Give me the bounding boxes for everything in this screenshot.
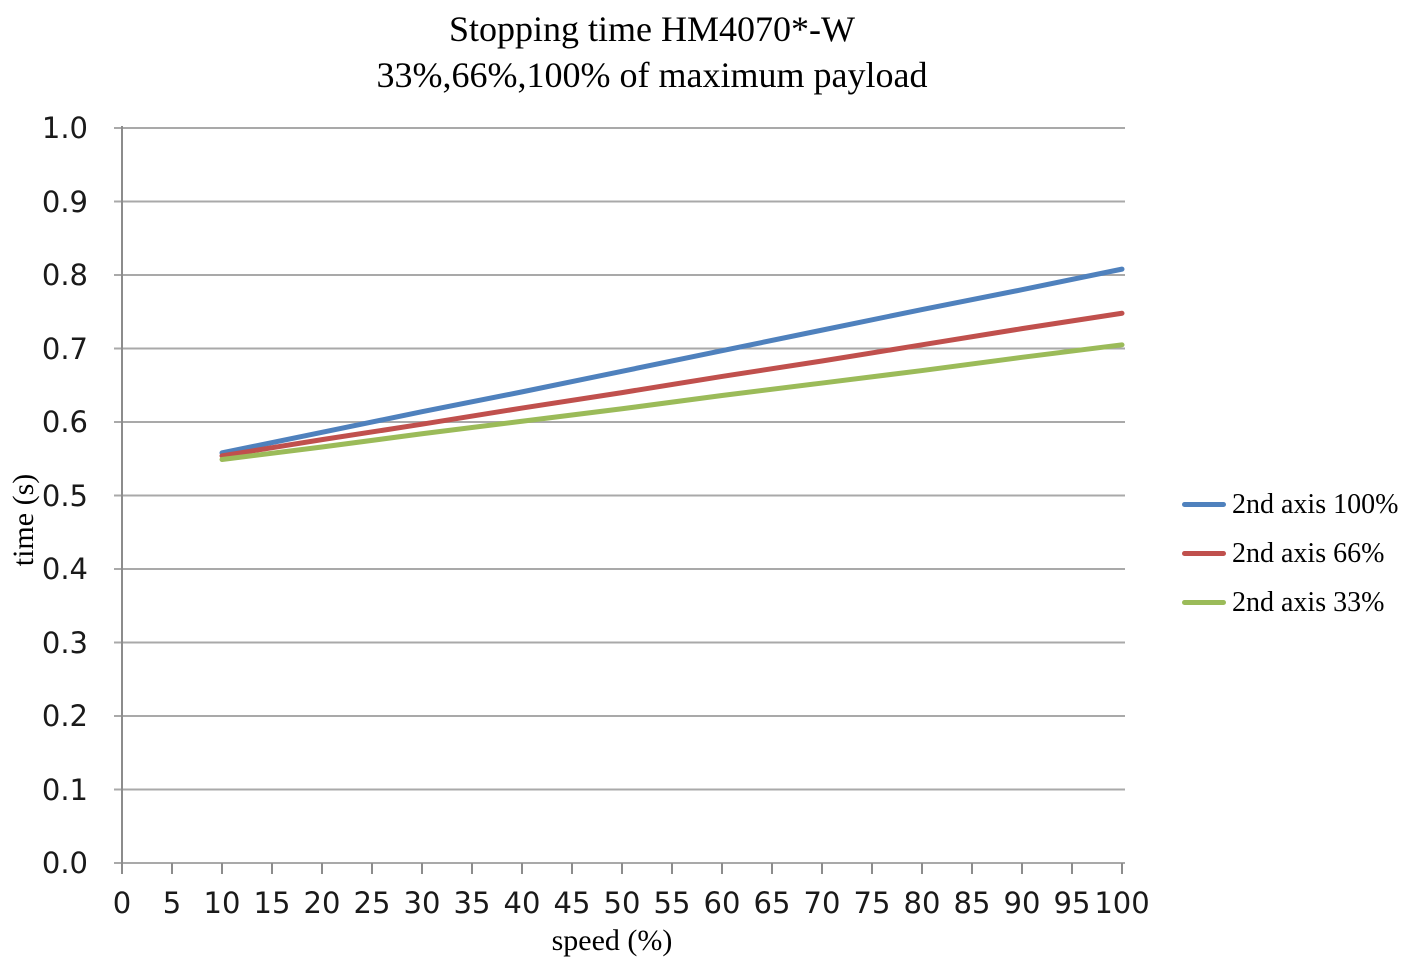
legend-item: 2nd axis 100% bbox=[1182, 480, 1398, 529]
x-axis-title: speed (%) bbox=[551, 924, 673, 957]
y-axis-title: time (s) bbox=[7, 473, 40, 567]
x-tick-label: 15 bbox=[253, 886, 291, 920]
legend-line-swatch-green bbox=[1182, 600, 1226, 605]
legend-line-swatch-red bbox=[1182, 551, 1226, 556]
x-tick-label: 80 bbox=[903, 886, 941, 920]
legend-label: 2nd axis 100% bbox=[1232, 488, 1399, 520]
y-tick-label: 0.9 bbox=[41, 184, 88, 219]
x-tick-label: 5 bbox=[162, 886, 182, 920]
y-tick-label: 1.0 bbox=[41, 111, 88, 145]
y-tick-label: 0.4 bbox=[41, 552, 88, 586]
x-tick-label: 75 bbox=[853, 886, 891, 920]
y-tick-label: 0.0 bbox=[41, 846, 88, 880]
x-tick-label: 60 bbox=[703, 886, 741, 920]
x-tick-label: 65 bbox=[753, 886, 791, 920]
x-tick-label: 0 bbox=[112, 886, 132, 920]
chart-subtitle: 33%,66%,100% of maximum payload bbox=[376, 55, 928, 95]
series-line-0 bbox=[219, 266, 1125, 456]
x-tick-label: 95 bbox=[1053, 886, 1091, 920]
y-tick-label: 0.6 bbox=[41, 405, 88, 439]
x-tick-label: 55 bbox=[653, 886, 691, 920]
x-tick-label: 20 bbox=[303, 886, 341, 920]
x-tick-label: 35 bbox=[453, 886, 491, 920]
x-tick-label: 90 bbox=[1003, 886, 1041, 920]
x-tick-label: 85 bbox=[953, 886, 991, 920]
legend-label: 2nd axis 33% bbox=[1232, 586, 1385, 618]
x-tick-label: 45 bbox=[553, 886, 591, 920]
legend-item: 2nd axis 66% bbox=[1182, 529, 1398, 578]
x-tick-label: 100 bbox=[1094, 886, 1150, 920]
legend-line-swatch-blue bbox=[1182, 502, 1226, 507]
legend-item: 2nd axis 33% bbox=[1182, 578, 1398, 627]
series-line-2 bbox=[219, 342, 1125, 462]
chart-title-block: Stopping time HM4070*-W 33%,66%,100% of … bbox=[377, 6, 928, 98]
y-tick-label: 0.5 bbox=[41, 478, 88, 513]
x-tick-label: 25 bbox=[353, 886, 391, 920]
chart-title: Stopping time HM4070*-W bbox=[449, 9, 855, 49]
y-tick-label: 0.7 bbox=[41, 331, 88, 366]
series-line-1 bbox=[219, 310, 1125, 459]
y-tick-label: 0.1 bbox=[41, 772, 88, 807]
x-tick-label: 30 bbox=[403, 886, 441, 920]
y-tick-label: 0.2 bbox=[41, 699, 88, 733]
y-tick-label: 0.3 bbox=[41, 625, 88, 660]
x-tick-label: 40 bbox=[503, 886, 541, 920]
legend: 2nd axis 100% 2nd axis 66% 2nd axis 33% bbox=[1182, 480, 1398, 627]
x-tick-label: 50 bbox=[603, 886, 641, 920]
x-tick-label: 10 bbox=[203, 886, 241, 920]
y-tick-label: 0.8 bbox=[41, 258, 88, 292]
legend-label: 2nd axis 66% bbox=[1232, 537, 1385, 569]
x-tick-label: 70 bbox=[803, 886, 841, 920]
